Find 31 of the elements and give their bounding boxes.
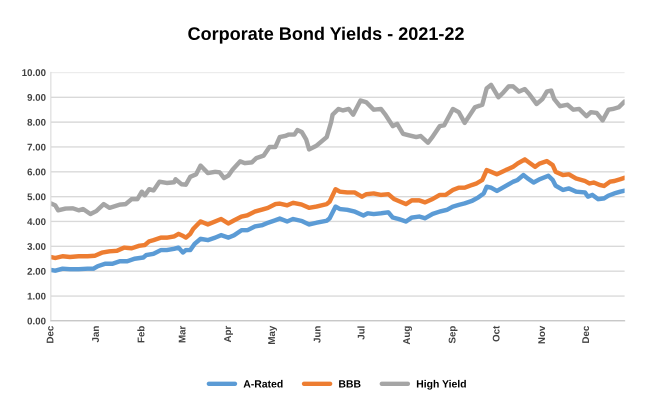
y-tick-label: 7.00	[27, 144, 46, 151]
y-tick-label: 9.00	[27, 94, 46, 101]
x-tick-label: Oct	[492, 326, 500, 342]
legend-label: BBB	[339, 380, 361, 388]
legend-label: High Yield	[416, 380, 466, 390]
x-tick-label: Nov	[538, 326, 546, 344]
y-tick-label: 4.00	[27, 218, 46, 226]
x-tick-label: May	[268, 326, 277, 344]
x-tick-label: Feb	[137, 326, 144, 342]
x-tick-label: Dec	[582, 326, 590, 343]
y-tick-label: 1.00	[28, 292, 46, 300]
line-series	[50, 157, 625, 260]
x-tick-label: Jan	[92, 326, 99, 342]
x-tick-label: Jun	[314, 326, 321, 343]
x-tick-label: Sep	[448, 326, 458, 344]
chart-title: Corporate Bond Yields - 2021-22	[188, 26, 464, 44]
x-tick-label: Mar	[178, 326, 186, 342]
y-tick-label: 6.00	[27, 168, 46, 176]
y-tick-label: 5.00	[27, 193, 46, 200]
line-series	[50, 172, 625, 273]
x-tick-label: Apr	[224, 326, 233, 342]
x-tick-label: Jul	[357, 326, 365, 340]
legend-label: A-Rated	[244, 380, 283, 388]
y-tick-label: 8.00	[27, 118, 46, 126]
y-tick-label: 2.00	[27, 268, 46, 275]
x-tick-label: Dec	[46, 326, 54, 343]
y-tick-label: 0.00	[27, 318, 46, 324]
y-tick-label: 3.00	[27, 243, 46, 250]
line-series	[50, 82, 625, 216]
y-tick-label: 10.00	[22, 69, 46, 76]
x-tick-label: Aug	[403, 326, 412, 344]
